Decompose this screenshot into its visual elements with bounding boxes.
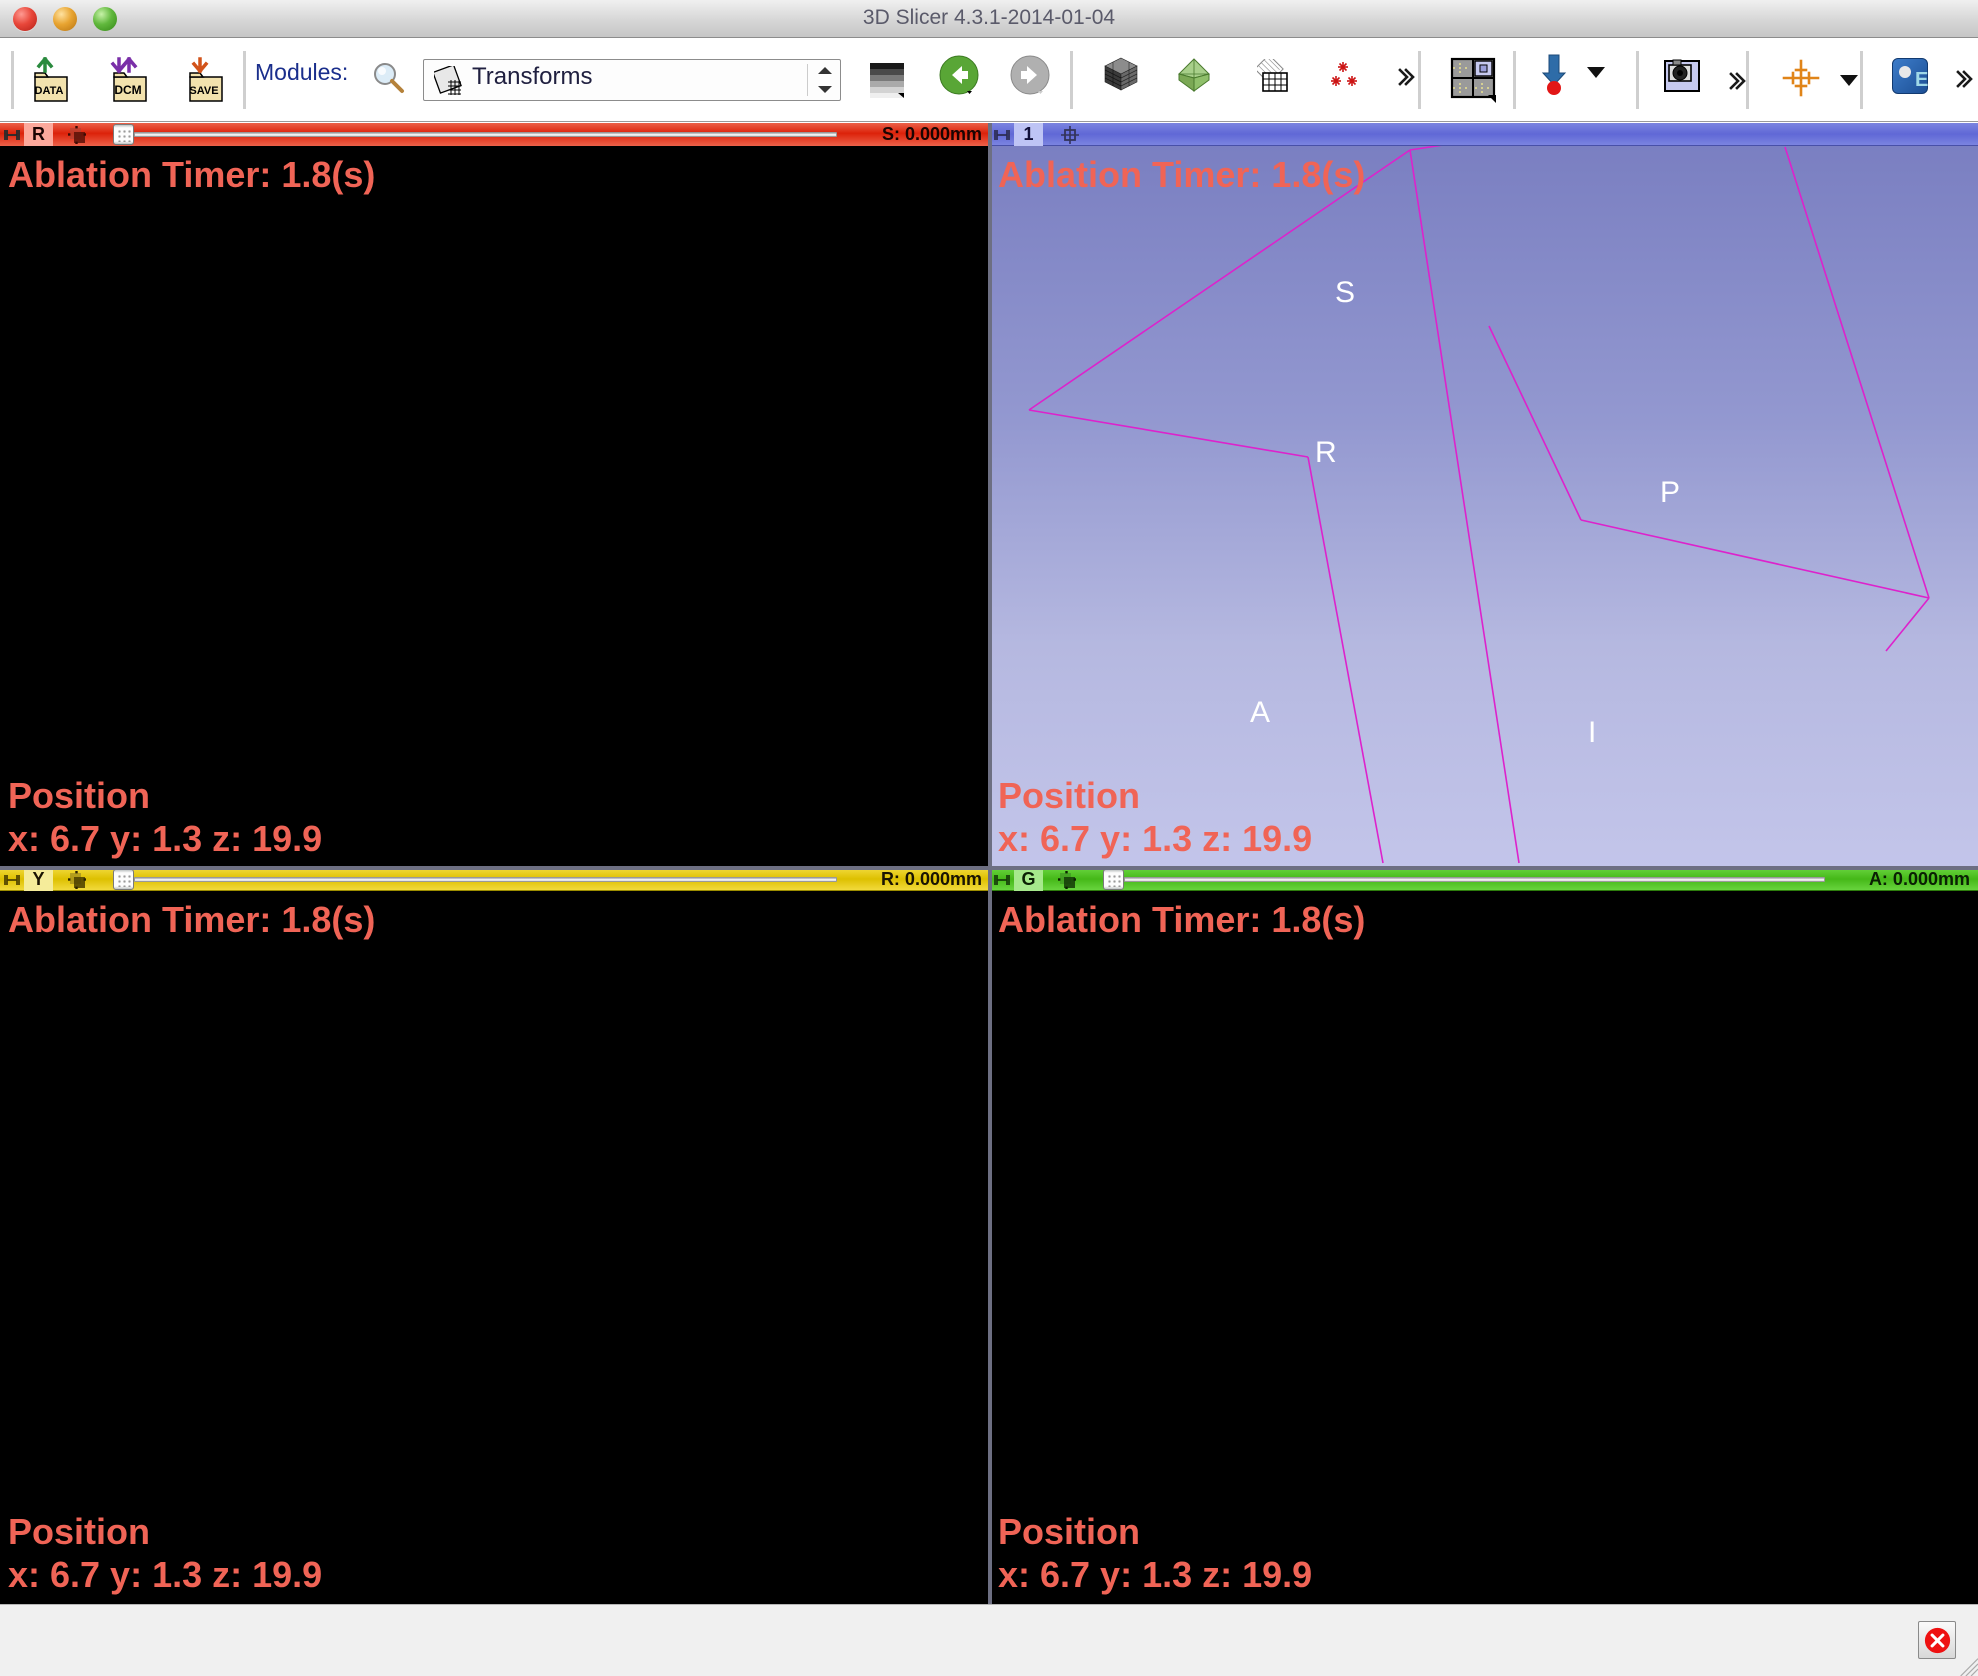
svg-text:DATA: DATA	[35, 85, 64, 97]
svg-text:E: E	[1915, 69, 1928, 91]
svg-text:DCM: DCM	[114, 83, 141, 97]
svg-text:SAVE: SAVE	[189, 85, 218, 97]
